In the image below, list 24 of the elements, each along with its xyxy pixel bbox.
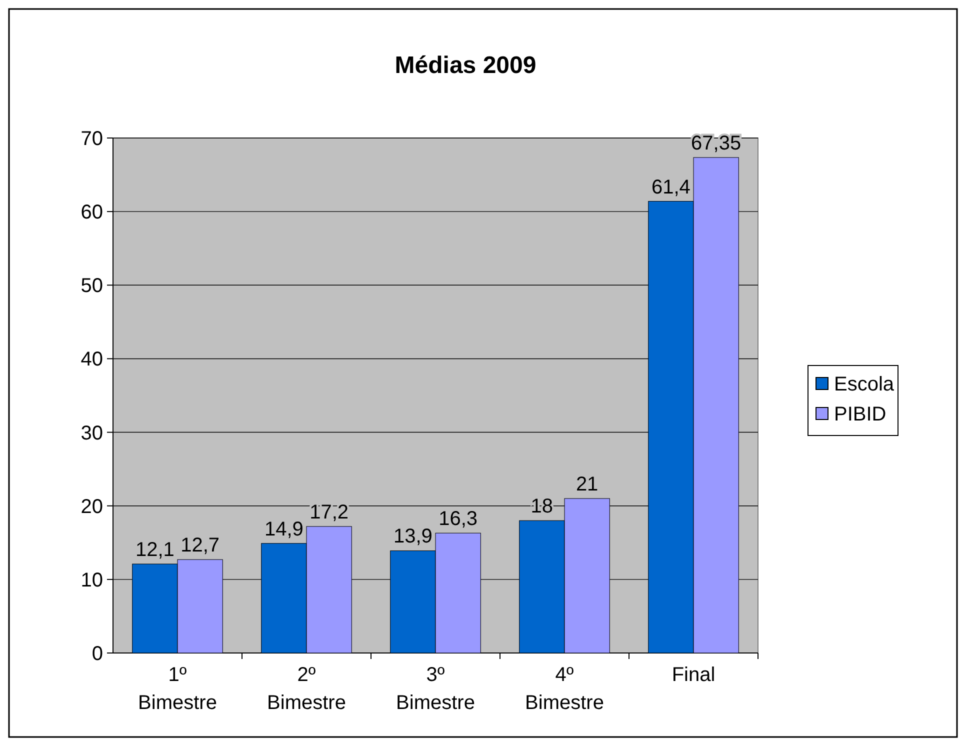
y-tick-label: 40 xyxy=(80,348,103,371)
y-tick-label: 30 xyxy=(80,422,103,444)
x-tick-label: 4º Bimestre xyxy=(525,664,604,714)
y-tick-label: 70 xyxy=(80,128,103,150)
x-tick-label: 2º Bimestre xyxy=(267,664,346,714)
legend-label: Escola xyxy=(834,374,895,396)
data-label: 12,7 xyxy=(180,534,220,557)
data-label: 67,35 xyxy=(691,132,742,154)
data-label: 12,1 xyxy=(135,538,174,561)
x-tick-label: Final xyxy=(672,664,716,686)
y-tick-label: 60 xyxy=(80,202,103,224)
chart-title: Médias 2009 xyxy=(394,52,536,79)
y-tick-label: 50 xyxy=(80,275,103,298)
data-label: 16,3 xyxy=(438,508,478,530)
data-label: 21 xyxy=(576,474,598,496)
data-label: 13,9 xyxy=(393,526,432,548)
y-tick-label: 0 xyxy=(92,643,103,665)
legend-label: PIBID xyxy=(834,404,886,426)
y-tick-label: 20 xyxy=(80,496,103,518)
data-label: 61,4 xyxy=(651,176,690,198)
data-label: 14,9 xyxy=(264,518,304,540)
x-tick-label: 1º Bimestre xyxy=(138,664,217,714)
x-tick-label: 3º Bimestre xyxy=(396,664,475,714)
y-tick-label: 10 xyxy=(80,569,103,592)
